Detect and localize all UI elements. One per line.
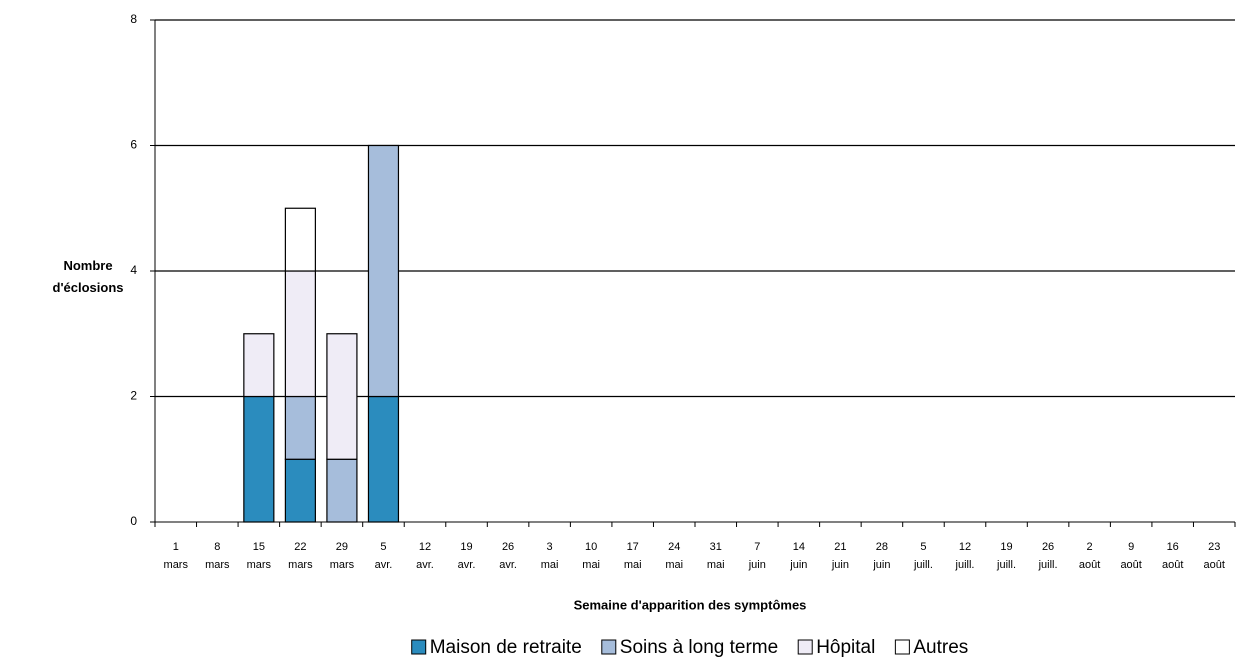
x-tick-label: 24 mai bbox=[665, 541, 683, 571]
legend-swatch bbox=[601, 639, 617, 655]
x-tick-label: 19 juill. bbox=[996, 541, 1016, 571]
legend-label: Autres bbox=[913, 637, 968, 658]
x-tick-label: 22 mars bbox=[288, 541, 313, 571]
x-tick-label: 1 mars bbox=[164, 541, 189, 571]
bar-segment bbox=[326, 333, 358, 460]
x-tick-label: 16 août bbox=[1162, 541, 1183, 571]
bar-segment bbox=[284, 207, 316, 272]
legend-swatch bbox=[894, 639, 910, 655]
bar-segment bbox=[284, 395, 316, 460]
x-tick-label: 5 avr. bbox=[375, 541, 393, 571]
x-tick-label: 29 mars bbox=[330, 541, 355, 571]
x-tick-label: 2 août bbox=[1079, 541, 1100, 571]
x-tick-label: 26 juill. bbox=[1038, 541, 1058, 571]
x-tick-label: 14 juin bbox=[789, 541, 807, 571]
bar-segment bbox=[243, 333, 275, 398]
x-tick-label: 10 mai bbox=[582, 541, 600, 571]
bar-segment bbox=[326, 458, 358, 523]
bar-segment bbox=[367, 144, 400, 398]
x-tick-label: 31 mai bbox=[707, 541, 725, 571]
bar-segment bbox=[284, 270, 316, 398]
x-tick-label: 7 juin bbox=[748, 541, 766, 571]
legend-label: Hôpital bbox=[816, 637, 875, 658]
y-tick-label: 6 bbox=[130, 138, 137, 152]
x-tick-label: 3 mai bbox=[541, 541, 559, 571]
y-tick-label: 2 bbox=[130, 389, 137, 403]
y-tick-label: 4 bbox=[130, 263, 137, 277]
legend-label: Soins à long terme bbox=[620, 637, 778, 658]
x-tick-label: 9 août bbox=[1120, 541, 1141, 571]
x-tick-label: 5 juill. bbox=[913, 541, 933, 571]
x-axis-title: Semaine d'apparition des symptômes bbox=[574, 597, 807, 612]
y-tick-label: 0 bbox=[130, 514, 137, 528]
x-tick-label: 19 avr. bbox=[458, 541, 476, 571]
legend-swatch bbox=[411, 639, 427, 655]
x-tick-label: 8 mars bbox=[205, 541, 230, 571]
x-tick-label: 12 avr. bbox=[416, 541, 434, 571]
y-axis-title: Nombre d'éclosions bbox=[53, 258, 124, 295]
x-tick-label: 15 mars bbox=[247, 541, 272, 571]
x-tick-label: 17 mai bbox=[624, 541, 642, 571]
x-tick-label: 21 juin bbox=[831, 541, 849, 571]
bar-segment bbox=[284, 458, 316, 523]
x-tick-label: 28 juin bbox=[872, 541, 890, 571]
y-tick-label: 8 bbox=[130, 12, 137, 26]
x-tick-label: 26 avr. bbox=[499, 541, 517, 571]
bar-segment bbox=[367, 395, 400, 523]
legend-label: Maison de retraite bbox=[430, 637, 582, 658]
x-tick-label: 23 août bbox=[1204, 541, 1225, 571]
legend-swatch bbox=[797, 639, 813, 655]
x-tick-label: 12 juill. bbox=[955, 541, 975, 571]
bar-segment bbox=[243, 395, 275, 523]
